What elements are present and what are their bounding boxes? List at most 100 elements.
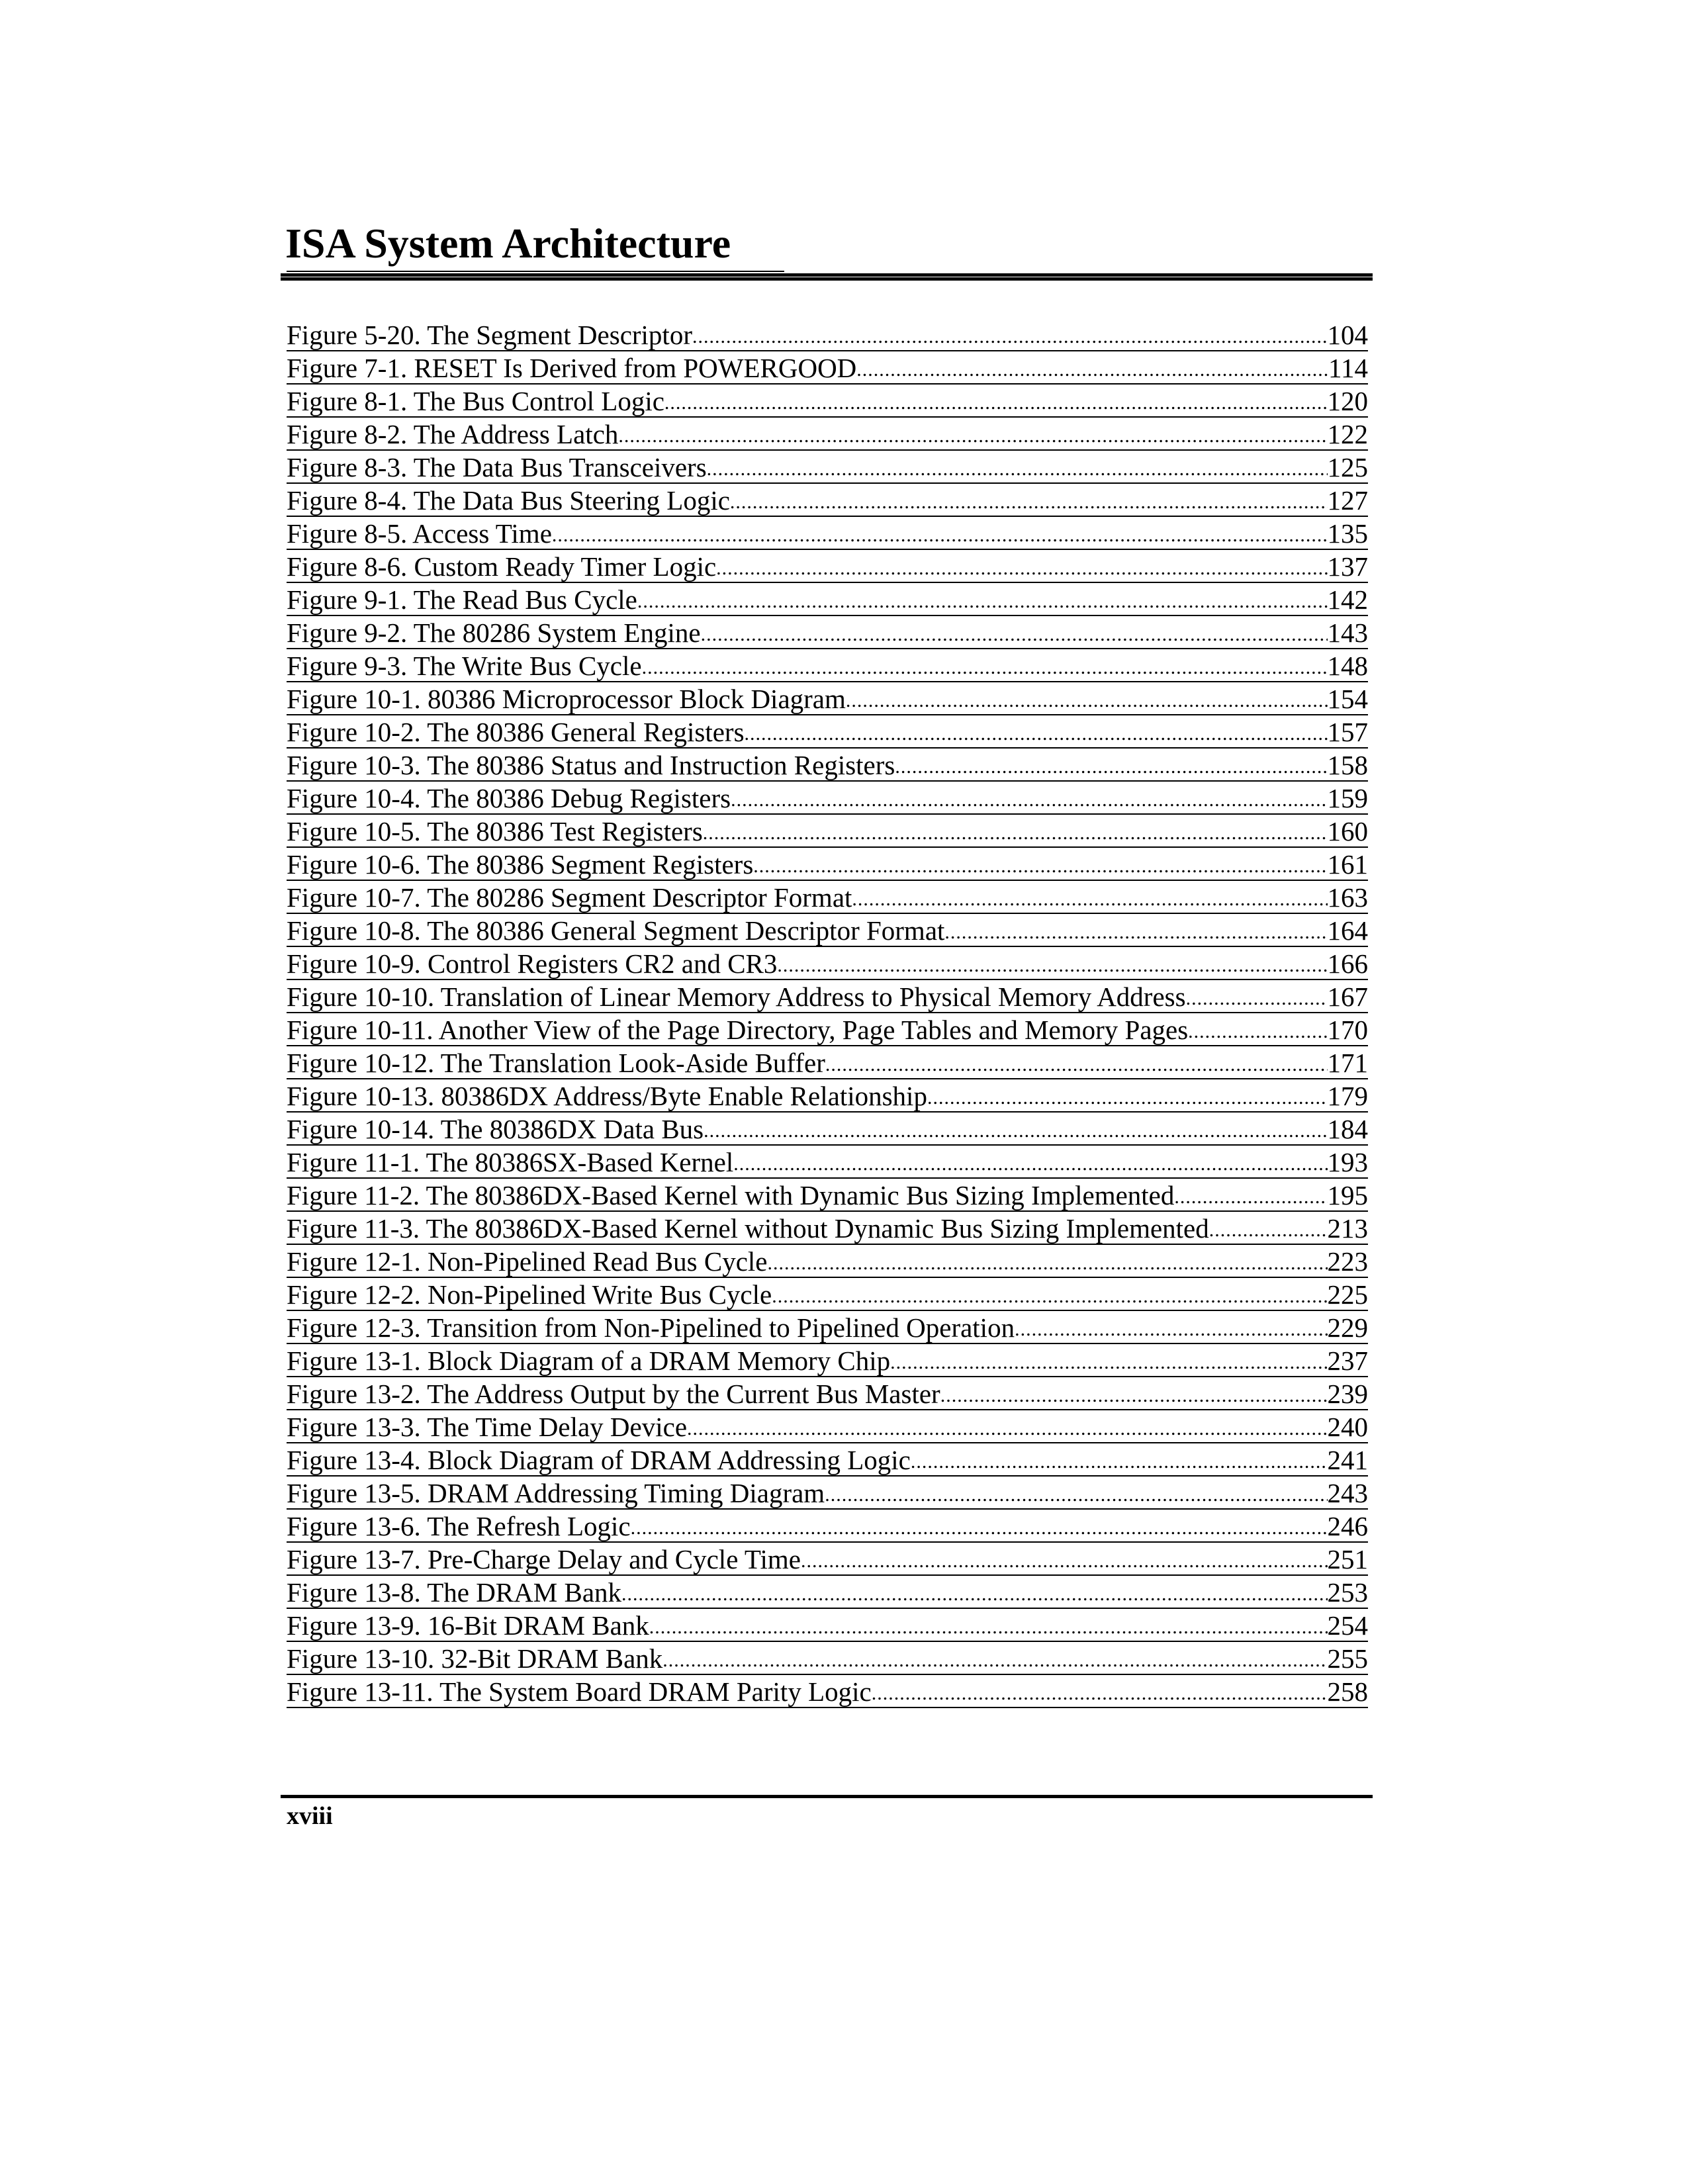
toc-entry[interactable]: Figure 10-8. The 80386 General Segment D… bbox=[287, 914, 1368, 947]
toc-entry-label: Figure 10-12. The Translation Look-Aside… bbox=[287, 1048, 825, 1078]
toc-entry[interactable]: Figure 10-3. The 80386 Status and Instru… bbox=[287, 749, 1368, 782]
dot-leader bbox=[731, 787, 1327, 813]
toc-entry[interactable]: Figure 10-6. The 80386 Segment Registers… bbox=[287, 848, 1368, 881]
toc-entry-page: 195 bbox=[1327, 1180, 1369, 1210]
toc-entry[interactable]: Figure 13-2. The Address Output by the C… bbox=[287, 1377, 1368, 1410]
toc-entry[interactable]: Figure 10-7. The 80286 Segment Descripto… bbox=[287, 881, 1368, 914]
toc-entry-label: Figure 11-3. The 80386DX-Based Kernel wi… bbox=[287, 1213, 1209, 1244]
dot-leader bbox=[649, 1614, 1328, 1641]
toc-entry[interactable]: Figure 8-5. Access Time 135 bbox=[287, 517, 1368, 550]
toc-entry-page: 255 bbox=[1327, 1643, 1369, 1674]
toc-entry-page: 137 bbox=[1327, 551, 1369, 582]
toc-entry[interactable]: Figure 10-10. Translation of Linear Memo… bbox=[287, 980, 1368, 1013]
toc-entry-page: 225 bbox=[1327, 1279, 1369, 1310]
toc-entry[interactable]: Figure 10-9. Control Registers CR2 and C… bbox=[287, 947, 1368, 980]
running-header-title: ISA System Architecture bbox=[285, 220, 731, 267]
toc-entry-page: 164 bbox=[1327, 915, 1369, 946]
toc-entry[interactable]: Figure 8-3. The Data Bus Transceivers 125 bbox=[287, 451, 1368, 484]
toc-entry-page: 258 bbox=[1327, 1676, 1369, 1707]
dot-leader bbox=[940, 1383, 1328, 1409]
toc-entry[interactable]: Figure 9-3. The Write Bus Cycle 148 bbox=[287, 649, 1368, 682]
dot-leader bbox=[846, 688, 1328, 714]
toc-entry[interactable]: Figure 10-14. The 80386DX Data Bus 184 bbox=[287, 1113, 1368, 1146]
toc-entry[interactable]: Figure 8-1. The Bus Control Logic 120 bbox=[287, 385, 1368, 418]
toc-entry[interactable]: Figure 12-1. Non-Pipelined Read Bus Cycl… bbox=[287, 1245, 1368, 1278]
toc-entry-page: 241 bbox=[1327, 1445, 1369, 1475]
toc-entry-label: Figure 10-4. The 80386 Debug Registers bbox=[287, 783, 731, 813]
toc-entry[interactable]: Figure 8-2. The Address Latch 122 bbox=[287, 418, 1368, 451]
dot-leader bbox=[852, 886, 1327, 913]
toc-entry[interactable]: Figure 10-4. The 80386 Debug Registers 15… bbox=[287, 782, 1368, 815]
toc-entry[interactable]: Figure 13-6. The Refresh Logic 246 bbox=[287, 1510, 1368, 1543]
dot-leader bbox=[825, 1052, 1328, 1078]
toc-entry-page: 143 bbox=[1327, 617, 1369, 648]
toc-entry[interactable]: Figure 10-11. Another View of the Page D… bbox=[287, 1013, 1368, 1046]
toc-entry[interactable]: Figure 5-20. The Segment Descriptor 104 bbox=[287, 318, 1368, 351]
toc-entry-page: 229 bbox=[1327, 1312, 1369, 1343]
dot-leader bbox=[825, 1482, 1327, 1508]
toc-entry[interactable]: Figure 11-2. The 80386DX-Based Kernel wi… bbox=[287, 1179, 1368, 1212]
toc-entry-label: Figure 12-1. Non-Pipelined Read Bus Cycl… bbox=[287, 1246, 768, 1277]
toc-entry[interactable]: Figure 13-10. 32-Bit DRAM Bank 255 bbox=[287, 1642, 1368, 1675]
toc-entry-page: 125 bbox=[1327, 452, 1369, 482]
toc-entry-page: 184 bbox=[1327, 1114, 1369, 1144]
dot-leader bbox=[1174, 1184, 1327, 1210]
toc-entry[interactable]: Figure 10-13. 80386DX Address/Byte Enabl… bbox=[287, 1079, 1368, 1113]
header-rule-top bbox=[281, 273, 1373, 277]
toc-entry-page: 104 bbox=[1327, 320, 1369, 350]
toc-entry[interactable]: Figure 9-1. The Read Bus Cycle 142 bbox=[287, 583, 1368, 616]
toc-entry[interactable]: Figure 13-11. The System Board DRAM Pari… bbox=[287, 1675, 1368, 1708]
toc-entry[interactable]: Figure 12-2. Non-Pipelined Write Bus Cyc… bbox=[287, 1278, 1368, 1311]
toc-entry[interactable]: Figure 13-7. Pre-Charge Delay and Cycle … bbox=[287, 1543, 1368, 1576]
toc-entry-page: 170 bbox=[1327, 1015, 1369, 1045]
toc-entry-label: Figure 13-7. Pre-Charge Delay and Cycle … bbox=[287, 1544, 801, 1574]
toc-entry[interactable]: Figure 11-3. The 80386DX-Based Kernel wi… bbox=[287, 1212, 1368, 1245]
dot-leader bbox=[895, 754, 1327, 780]
toc-entry-page: 154 bbox=[1327, 684, 1369, 714]
toc-entry-page: 237 bbox=[1327, 1345, 1369, 1376]
toc-entry-label: Figure 13-6. The Refresh Logic bbox=[287, 1511, 631, 1541]
toc-entry[interactable]: Figure 12-3. Transition from Non-Pipelin… bbox=[287, 1311, 1368, 1344]
toc-entry[interactable]: Figure 9-2. The 80286 System Engine 143 bbox=[287, 616, 1368, 649]
toc-entry-page: 161 bbox=[1327, 849, 1369, 880]
dot-leader bbox=[872, 1680, 1328, 1707]
toc-entry-label: Figure 10-11. Another View of the Page D… bbox=[287, 1015, 1189, 1045]
toc-entry-label: Figure 8-3. The Data Bus Transceivers bbox=[287, 452, 707, 482]
toc-entry[interactable]: Figure 13-4. Block Diagram of DRAM Addre… bbox=[287, 1443, 1368, 1477]
dot-leader bbox=[707, 456, 1328, 482]
toc-entry-page: 246 bbox=[1327, 1511, 1369, 1541]
toc-entry-page: 240 bbox=[1327, 1412, 1369, 1442]
toc-entry-page: 213 bbox=[1327, 1213, 1369, 1244]
toc-entry[interactable]: Figure 10-5. The 80386 Test Registers 160 bbox=[287, 815, 1368, 848]
toc-entry-label: Figure 11-1. The 80386SX-Based Kernel bbox=[287, 1147, 734, 1177]
toc-entry-label: Figure 12-3. Transition from Non-Pipelin… bbox=[287, 1312, 1015, 1343]
dot-leader bbox=[704, 1118, 1327, 1144]
toc-entry[interactable]: Figure 10-1. 80386 Microprocessor Block … bbox=[287, 682, 1368, 715]
toc-entry[interactable]: Figure 13-9. 16-Bit DRAM Bank 254 bbox=[287, 1609, 1368, 1642]
dot-leader bbox=[777, 952, 1327, 979]
dot-leader bbox=[621, 1581, 1327, 1608]
dot-leader bbox=[911, 1449, 1328, 1475]
toc-entry[interactable]: Figure 13-1. Block Diagram of a DRAM Mem… bbox=[287, 1344, 1368, 1377]
toc-entry[interactable]: Figure 13-3. The Time Delay Device 240 bbox=[287, 1410, 1368, 1443]
toc-entry[interactable]: Figure 8-4. The Data Bus Steering Logic 1… bbox=[287, 484, 1368, 517]
toc-entry[interactable]: Figure 8-6. Custom Ready Timer Logic 137 bbox=[287, 550, 1368, 583]
toc-entry-label: Figure 5-20. The Segment Descriptor bbox=[287, 320, 692, 350]
toc-entry-page: 135 bbox=[1327, 518, 1369, 549]
toc-entry[interactable]: Figure 7-1. RESET Is Derived from POWERG… bbox=[287, 351, 1368, 385]
toc-entry-label: Figure 11-2. The 80386DX-Based Kernel wi… bbox=[287, 1180, 1175, 1210]
toc-entry[interactable]: Figure 11-1. The 80386SX-Based Kernel 193 bbox=[287, 1146, 1368, 1179]
toc-entry-page: 160 bbox=[1327, 816, 1369, 846]
toc-entry[interactable]: Figure 10-2. The 80386 General Registers… bbox=[287, 715, 1368, 749]
dot-leader bbox=[662, 1647, 1327, 1674]
toc-entry[interactable]: Figure 13-8. The DRAM Bank 253 bbox=[287, 1576, 1368, 1609]
dot-leader bbox=[637, 588, 1328, 615]
toc-entry-page: 158 bbox=[1327, 750, 1369, 780]
dot-leader bbox=[1209, 1217, 1328, 1244]
dot-leader bbox=[687, 1416, 1327, 1442]
toc-entry-page: 148 bbox=[1327, 651, 1369, 681]
dot-leader bbox=[1188, 1019, 1327, 1045]
toc-entry[interactable]: Figure 13-5. DRAM Addressing Timing Diag… bbox=[287, 1477, 1368, 1510]
toc-entry-page: 127 bbox=[1327, 485, 1369, 516]
toc-entry[interactable]: Figure 10-12. The Translation Look-Aside… bbox=[287, 1046, 1368, 1079]
